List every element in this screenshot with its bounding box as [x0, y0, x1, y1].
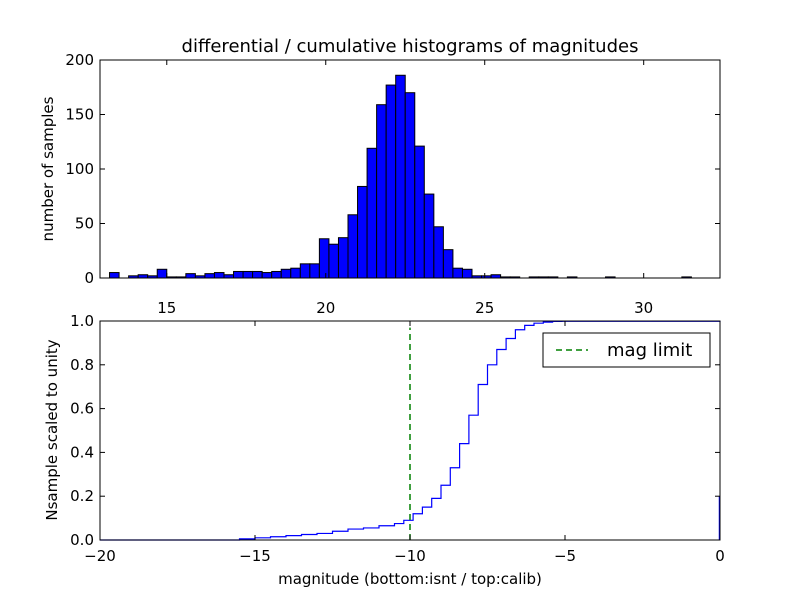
histogram-bar — [261, 272, 273, 279]
histogram-bar — [233, 270, 244, 279]
histogram-bar — [423, 193, 435, 279]
legend-label-mag-limit: mag limit — [607, 340, 692, 361]
histogram-bar — [442, 249, 454, 279]
histogram-bar — [357, 185, 368, 279]
cumulative-x-tick-label: −15 — [239, 547, 271, 565]
histogram-bar — [280, 268, 292, 279]
histogram-bar — [385, 84, 397, 279]
cumulative-x-tick-label: −20 — [84, 547, 116, 565]
histogram-ticks: 0 50 100 150 200 15 20 25 30 — [65, 51, 720, 317]
cumulative-y-tick-label: 0.6 — [70, 400, 94, 418]
cumulative-x-tick-label: −5 — [554, 547, 576, 565]
histogram-bar — [395, 74, 406, 279]
histogram-bar — [213, 272, 225, 279]
histogram-bar — [366, 147, 378, 279]
legend: mag limit — [542, 332, 711, 368]
histogram-bar — [328, 243, 339, 279]
histogram-y-tick-label: 100 — [65, 160, 94, 178]
histogram-bar — [204, 273, 215, 279]
cumulative-x-label: magnitude (bottom:isnt / top:calib) — [278, 570, 542, 588]
histogram-title: differential / cumulative histograms of … — [182, 36, 639, 57]
histogram-bar — [299, 263, 311, 279]
histogram-bar — [452, 267, 463, 279]
histogram-y-tick-label: 0 — [84, 269, 94, 287]
cumulative-y-tick-label: 0.4 — [70, 443, 94, 461]
cumulative-panel: Nsample scaled to unity magnitude (botto… — [43, 312, 725, 588]
cumulative-x-tick-label: −10 — [394, 547, 426, 565]
cumulative-y-tick-label: 1.0 — [70, 312, 94, 330]
histogram-bar — [347, 214, 359, 279]
histogram-panel: differential / cumulative histograms of … — [39, 36, 721, 317]
histogram-bar — [318, 238, 330, 279]
cumulative-y-tick-label: 0.0 — [70, 531, 94, 549]
cumulative-ticks: 0.0 0.2 0.4 0.6 0.8 1.0 −20 −15 −10 −5 0 — [70, 312, 725, 565]
histogram-bar — [414, 145, 425, 279]
cumulative-x-tick-label: 0 — [715, 547, 725, 565]
histogram-bar — [433, 226, 444, 279]
histogram-bar — [290, 267, 301, 279]
histogram-bar — [109, 272, 120, 279]
cumulative-axes-frame — [99, 320, 721, 541]
histogram-bar — [404, 92, 416, 279]
histogram-y-tick-label: 200 — [65, 51, 94, 69]
cumulative-y-label: Nsample scaled to unity — [43, 339, 61, 520]
cumulative-y-tick-label: 0.8 — [70, 356, 94, 374]
histogram-bar — [156, 268, 168, 279]
histogram-axes-frame — [99, 59, 721, 279]
histogram-bar — [185, 273, 196, 279]
histogram-bar — [309, 263, 320, 279]
cumulative-step-line — [100, 320, 721, 541]
histogram-bar — [376, 104, 387, 279]
histogram-bar — [242, 270, 254, 279]
histogram-y-tick-label: 150 — [65, 106, 94, 124]
histogram-x-tick-label: 30 — [634, 299, 653, 317]
histogram-bar — [461, 268, 473, 279]
histogram-bar — [252, 270, 263, 279]
histogram-bar — [271, 270, 282, 279]
histogram-bar — [337, 237, 349, 279]
histogram-x-tick-label: 15 — [157, 299, 176, 317]
histogram-y-label: number of samples — [39, 96, 57, 241]
histogram-y-tick-label: 50 — [75, 215, 94, 233]
histogram-x-tick-label: 25 — [475, 299, 494, 317]
histogram-x-tick-label: 20 — [316, 299, 335, 317]
cumulative-y-tick-label: 0.2 — [70, 487, 94, 505]
